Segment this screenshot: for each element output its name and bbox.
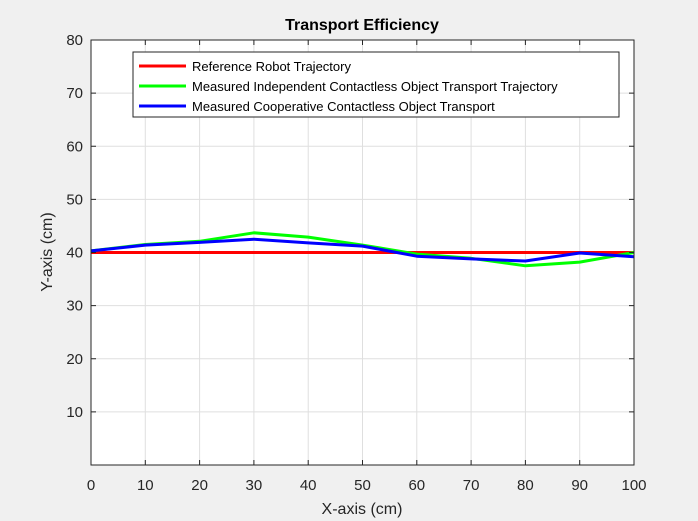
series-cooperative-line	[90, 237, 635, 263]
x-tick-label: 80	[517, 477, 534, 494]
legend-label-cooperative: Measured Cooperative Contactless Object …	[192, 99, 495, 114]
x-tick-label: 10	[137, 477, 154, 494]
y-axis-label: Y-axis (cm)	[39, 212, 56, 291]
x-tick-label: 40	[300, 477, 317, 494]
x-tick-label: 100	[621, 477, 646, 494]
legend-label-independent: Measured Independent Contactless Object …	[192, 79, 558, 94]
legend: Reference Robot Trajectory Measured Inde…	[132, 51, 620, 118]
legend-box	[132, 51, 620, 118]
x-tick-label: 90	[571, 477, 588, 494]
x-tick-label: 20	[191, 477, 208, 494]
x-tick-label: 0	[87, 477, 95, 494]
x-axis-label: X-axis (cm)	[322, 501, 403, 518]
x-tick-label: 50	[354, 477, 371, 494]
y-tick-label: 70	[66, 85, 83, 102]
x-tick-label: 70	[463, 477, 480, 494]
y-tick-label: 30	[66, 298, 83, 315]
y-tick-label: 80	[66, 32, 83, 49]
legend-label-reference: Reference Robot Trajectory	[192, 59, 351, 74]
y-tick-label: 20	[66, 351, 83, 368]
series-group	[90, 231, 635, 268]
y-tick-label: 50	[66, 191, 83, 208]
chart-title: Transport Efficiency	[285, 17, 439, 34]
x-tick-label: 60	[408, 477, 425, 494]
x-tick-label: 30	[246, 477, 263, 494]
y-tick-label: 60	[66, 138, 83, 155]
y-tick-label: 10	[66, 404, 83, 421]
y-tick-label: 40	[66, 245, 83, 262]
ticks: 0 10 20 30 40 50 60 70 80 90 100 10 20 30 40 50 60 70 80	[66, 32, 646, 494]
